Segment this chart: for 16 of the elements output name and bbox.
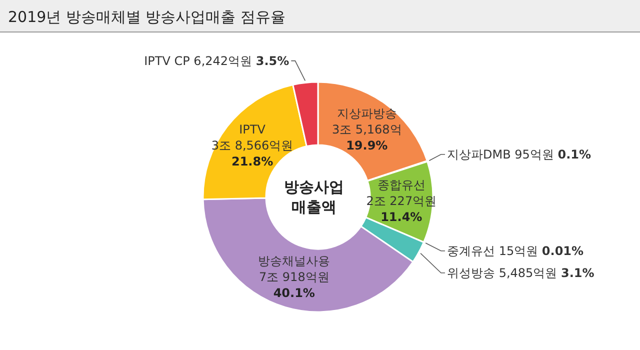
- data-label: 19.9%: [346, 138, 388, 152]
- slice-label: 지상파방송 3조 5,168억: [332, 106, 402, 136]
- data-label: 3.1%: [560, 266, 594, 280]
- chart-title: 2019년 방송매체별 방송사업매출 점유율: [8, 8, 286, 26]
- slice-label: IPTV CP 6,242억원: [144, 54, 256, 68]
- data-label: 40.1%: [273, 286, 315, 300]
- slice-label: 위성방송 5,485억원: [447, 266, 561, 280]
- slice-label: 방송채널사용 7조 918억원: [258, 254, 330, 284]
- slice-label: 지상파DMB 95억원: [447, 147, 558, 162]
- text: 방송사업 매출액: [284, 178, 344, 216]
- data-label: 11.4%: [380, 210, 422, 224]
- data-label: 0.01%: [542, 244, 584, 258]
- data-label: 3.5%: [256, 54, 290, 68]
- data-label: 0.1%: [558, 147, 592, 162]
- slice-label: 중계유선 15억원: [447, 244, 542, 258]
- data-label: 21.8%: [231, 154, 274, 168]
